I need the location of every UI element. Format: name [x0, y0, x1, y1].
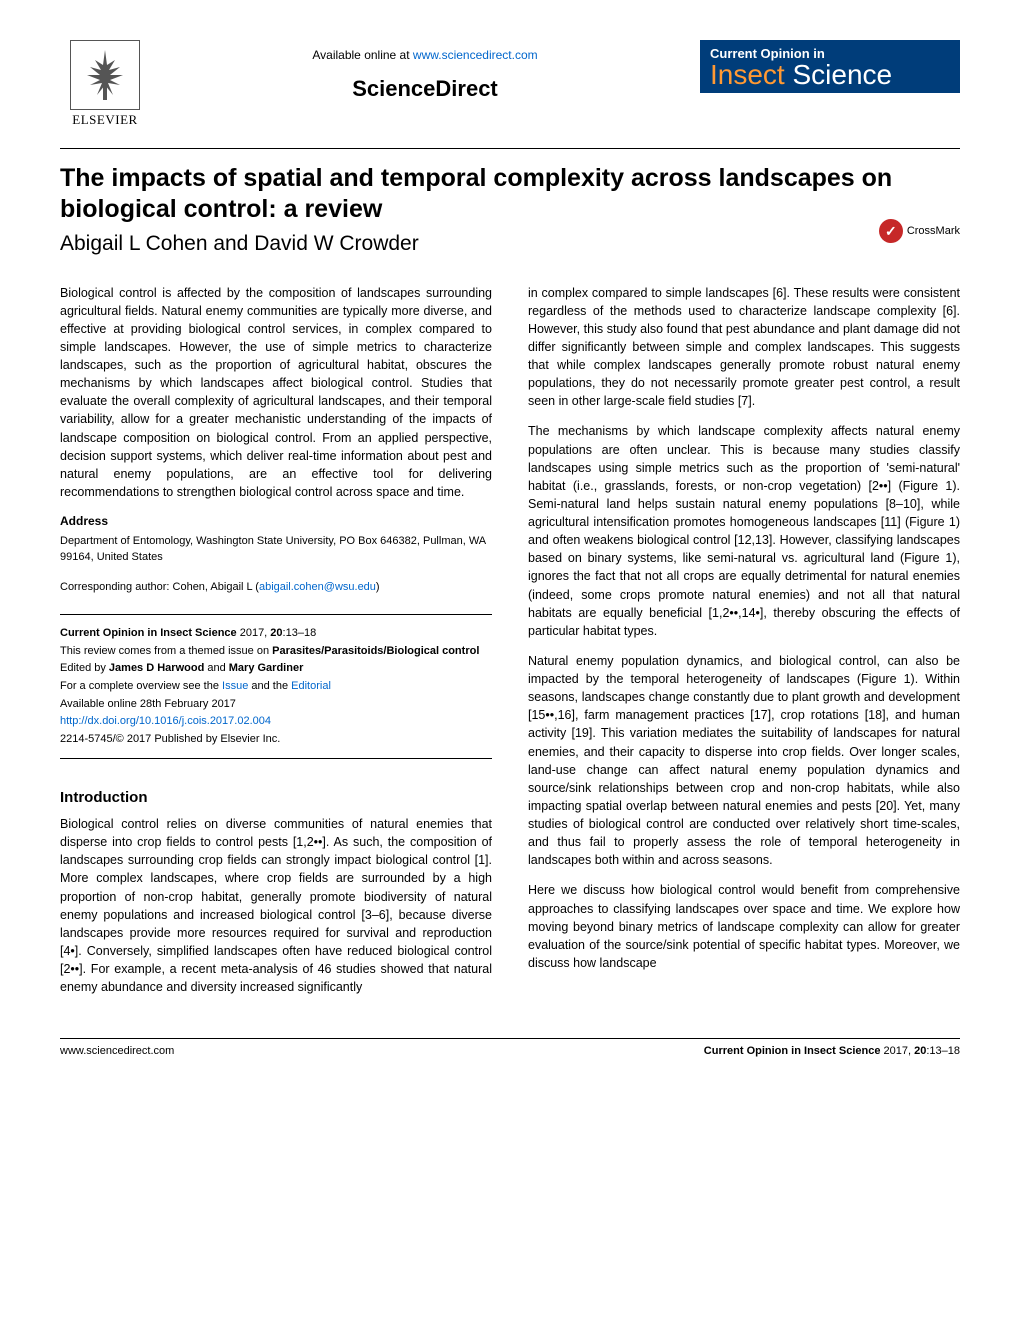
crossmark-label: CrossMark	[907, 225, 960, 237]
info-themed-b: Parasites/Parasitoids/Biological control	[272, 645, 479, 657]
footer-vol: 20	[914, 1045, 926, 1057]
available-text: Available online at	[312, 48, 413, 62]
info-themed: This review comes from a themed issue on…	[60, 643, 492, 661]
info-editors: Edited by James D Harwood and Mary Gardi…	[60, 660, 492, 678]
right-para-4: Here we discuss how biological control w…	[528, 881, 960, 972]
corr-close: )	[376, 581, 380, 593]
info-ov-a: For a complete overview see the	[60, 680, 222, 692]
elsevier-text: ELSEVIER	[72, 112, 137, 128]
footer-left: www.sciencedirect.com	[60, 1045, 174, 1057]
info-overview: For a complete overview see the Issue an…	[60, 678, 492, 696]
title-block: The impacts of spatial and temporal comp…	[60, 163, 960, 256]
doi-link[interactable]: http://dx.doi.org/10.1016/j.cois.2017.02…	[60, 715, 271, 727]
footer-year: 2017,	[880, 1045, 914, 1057]
address-body: Department of Entomology, Washington Sta…	[60, 534, 492, 566]
footer-right: Current Opinion in Insect Science 2017, …	[704, 1045, 960, 1057]
separator	[60, 148, 960, 149]
corr-email-link[interactable]: abigail.cohen@wsu.edu	[259, 581, 376, 593]
right-para-2: The mechanisms by which landscape comple…	[528, 422, 960, 640]
address-head: Address	[60, 513, 492, 530]
info-ed1: James D Harwood	[109, 662, 204, 674]
footer-pages: :13–18	[926, 1045, 960, 1057]
page: ELSEVIER Available online at www.science…	[0, 0, 1020, 1087]
info-doi: http://dx.doi.org/10.1016/j.cois.2017.02…	[60, 713, 492, 731]
journal-box: Current Opinion in Insect Science	[700, 40, 960, 93]
crossmark-icon: ✓	[879, 219, 903, 243]
introduction-heading: Introduction	[60, 787, 492, 809]
info-box: Current Opinion in Insect Science 2017, …	[60, 614, 492, 759]
info-journal: Current Opinion in Insect Science	[60, 627, 237, 639]
sciencedirect-link[interactable]: www.sciencedirect.com	[413, 48, 538, 62]
right-para-3: Natural enemy population dynamics, and b…	[528, 652, 960, 870]
elsevier-tree-icon	[70, 40, 140, 110]
info-ed2: Mary Gardiner	[229, 662, 304, 674]
info-and: and	[204, 662, 228, 674]
crossmark-badge[interactable]: ✓ CrossMark	[879, 219, 960, 243]
intro-para-1: Biological control relies on diverse com…	[60, 815, 492, 996]
corr-label: Corresponding author: Cohen, Abigail L (	[60, 581, 259, 593]
info-edby: Edited by	[60, 662, 109, 674]
article-title: The impacts of spatial and temporal comp…	[60, 163, 960, 226]
authors: Abigail L Cohen and David W Crowder	[60, 232, 960, 256]
info-vol: 20	[270, 627, 282, 639]
footer-journal: Current Opinion in Insect Science	[704, 1045, 881, 1057]
corresponding-author: Corresponding author: Cohen, Abigail L (…	[60, 580, 492, 596]
issue-link[interactable]: Issue	[222, 680, 248, 692]
info-available: Available online 28th February 2017	[60, 696, 492, 714]
info-copyright: 2214-5745/© 2017 Published by Elsevier I…	[60, 731, 492, 749]
journal-box-main: Insect Science	[710, 61, 950, 89]
info-ov-b: and the	[248, 680, 291, 692]
info-year: 2017,	[237, 627, 271, 639]
available-online: Available online at www.sciencedirect.co…	[150, 48, 700, 62]
sciencedirect-logo: ScienceDirect	[150, 76, 700, 102]
elsevier-logo: ELSEVIER	[60, 40, 150, 128]
right-column: in complex compared to simple landscapes…	[528, 284, 960, 1009]
left-column: Biological control is affected by the co…	[60, 284, 492, 1009]
right-para-1: in complex compared to simple landscapes…	[528, 284, 960, 411]
info-citation: Current Opinion in Insect Science 2017, …	[60, 625, 492, 643]
footer: www.sciencedirect.com Current Opinion in…	[60, 1038, 960, 1057]
two-column-body: Biological control is affected by the co…	[60, 284, 960, 1009]
editorial-link[interactable]: Editorial	[291, 680, 331, 692]
info-themed-a: This review comes from a themed issue on	[60, 645, 272, 657]
abstract: Biological control is affected by the co…	[60, 284, 492, 502]
header-center: Available online at www.sciencedirect.co…	[150, 40, 700, 102]
header-row: ELSEVIER Available online at www.science…	[60, 40, 960, 128]
journal-orange: Insect	[710, 59, 792, 90]
info-pages: :13–18	[283, 627, 317, 639]
journal-white: Science	[792, 59, 892, 90]
